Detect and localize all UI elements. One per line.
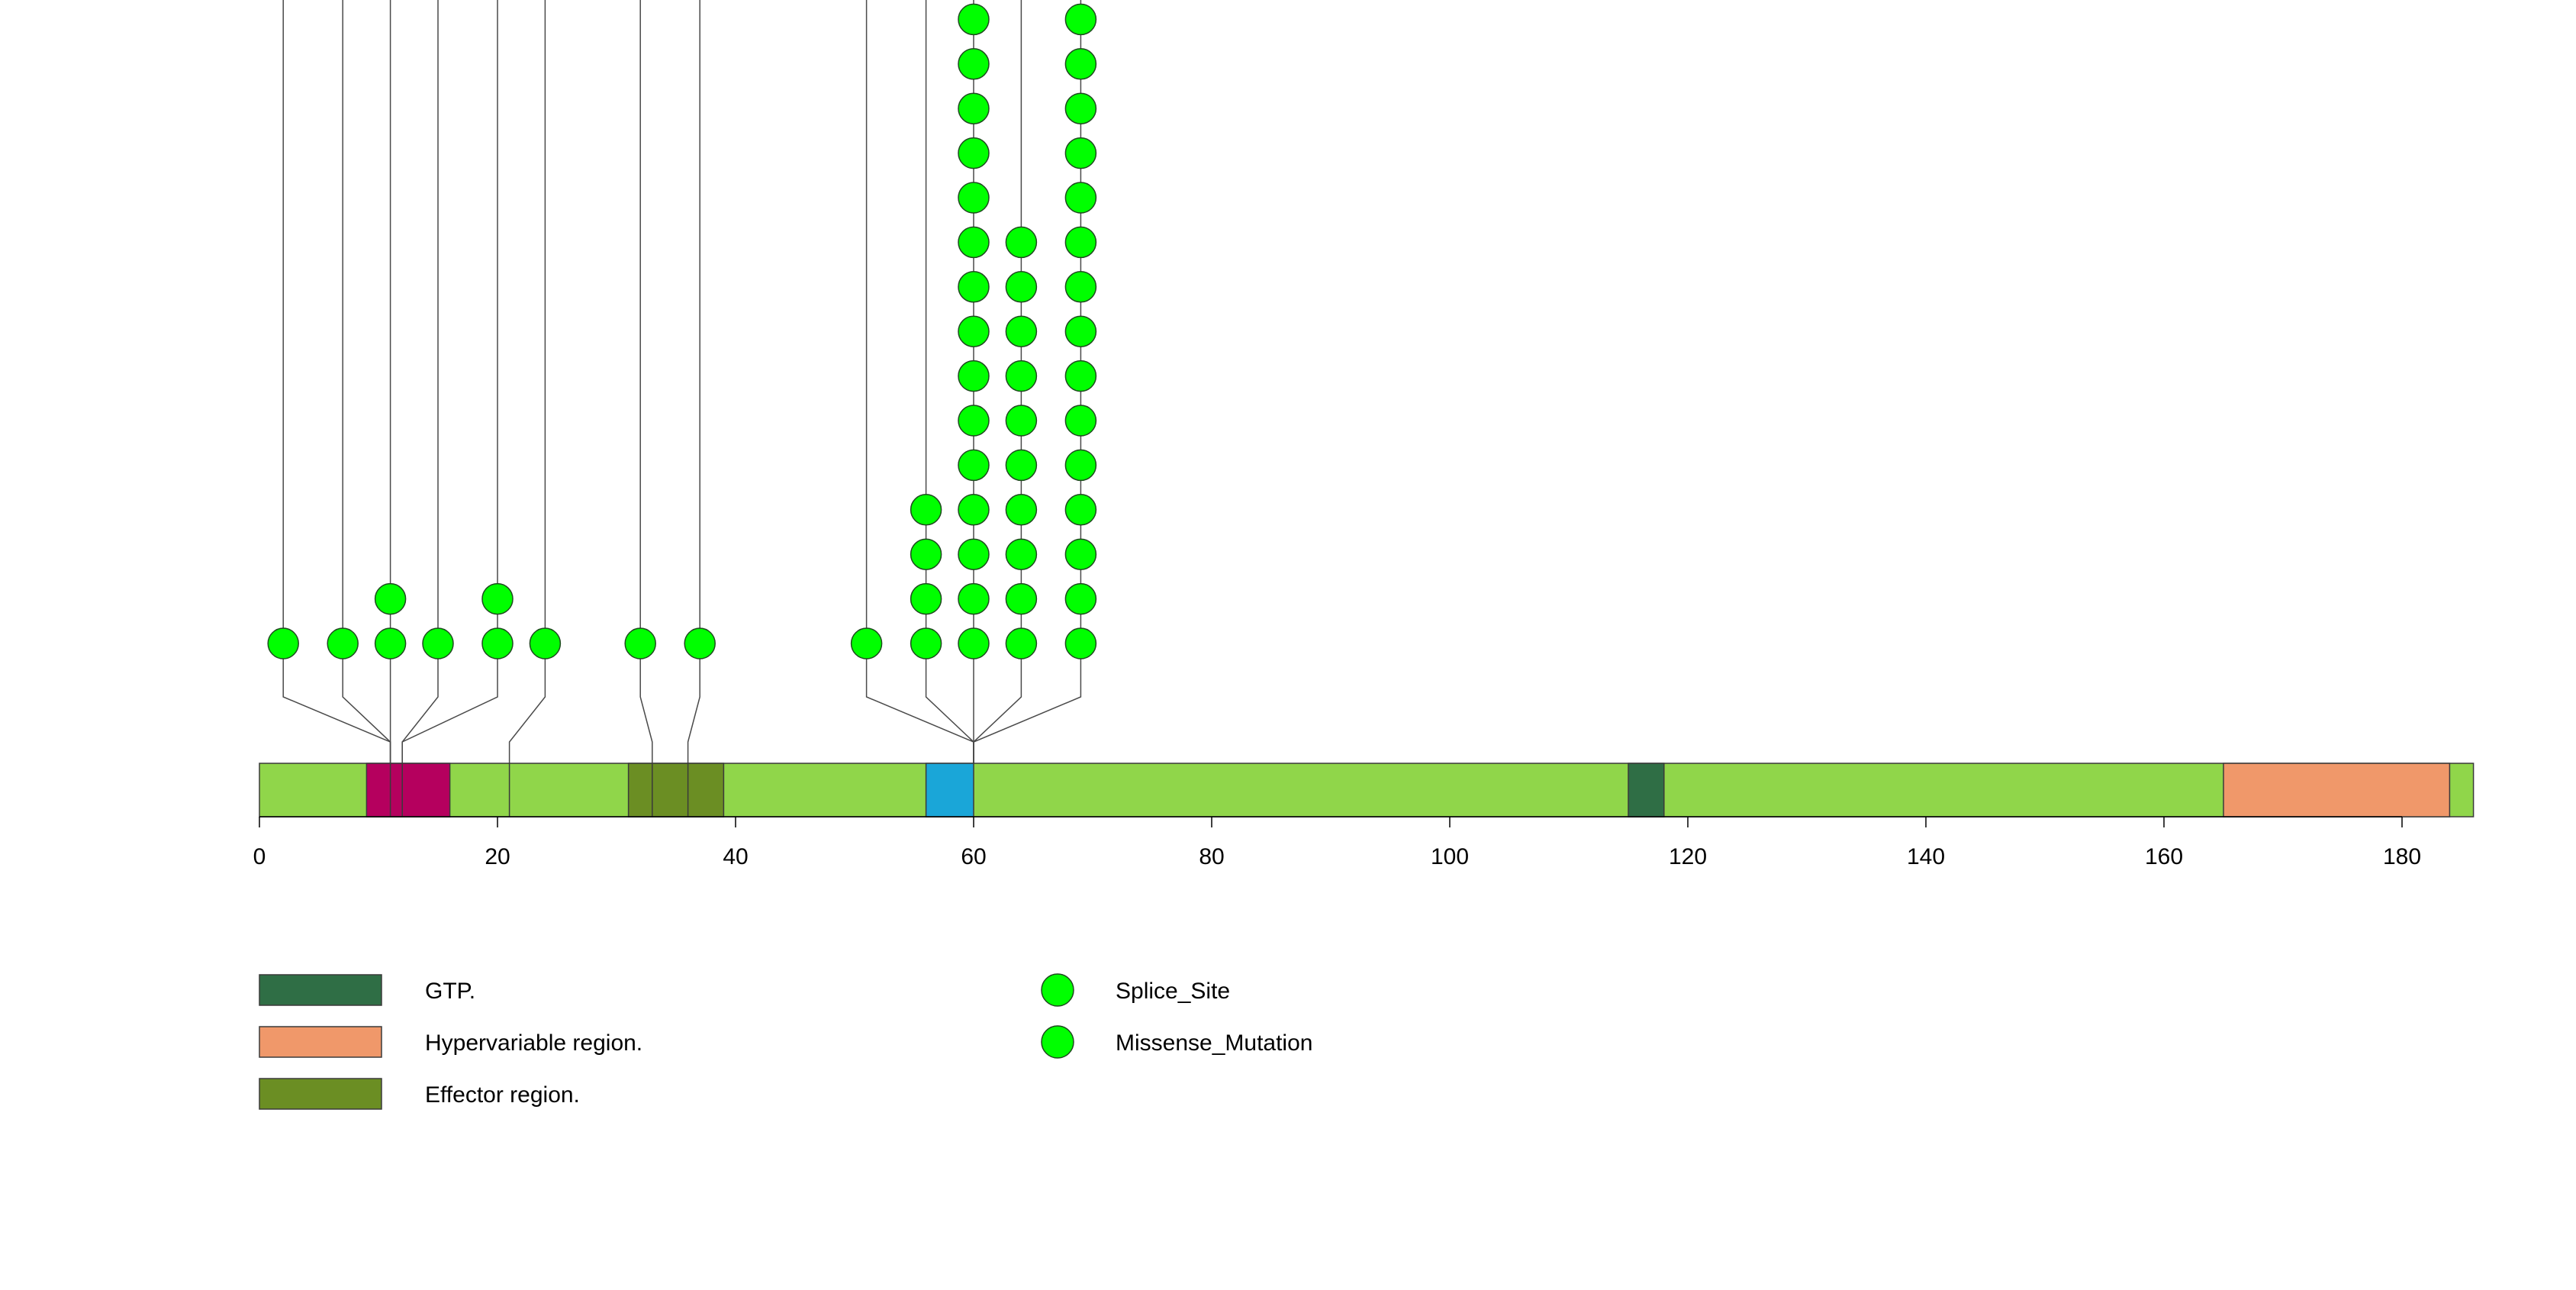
mutation-marker-11-7: [1005, 315, 1038, 347]
legend-mutation-label-1: Missense_Mutation: [1116, 1030, 1312, 1056]
x-tick-label-4: 80: [1199, 844, 1224, 869]
protein-backbone: [259, 763, 2475, 818]
mutation-marker-12-0: [1064, 627, 1097, 660]
mutation-marker-10-5: [958, 405, 990, 437]
x-tick-label-9: 180: [2383, 844, 2421, 869]
mutation-marker-12-5: [1064, 405, 1097, 437]
mutation-marker-11-9: [1005, 226, 1038, 259]
mutation-marker-12-2: [1064, 538, 1097, 570]
connector-12: [973, 0, 1082, 763]
x-tick-label-0: 0: [253, 844, 266, 869]
domain-4: [2223, 763, 2451, 818]
mutation-marker-11-6: [1005, 360, 1038, 392]
x-tick-label-7: 140: [1907, 844, 1945, 869]
x-tick-label-1: 20: [485, 844, 510, 869]
legend-swatch-1: [259, 1026, 382, 1058]
mutation-marker-9-3: [910, 494, 942, 526]
mutation-marker-10-4: [958, 449, 990, 482]
legend-marker-1: [1041, 1025, 1074, 1059]
x-tick-label-3: 60: [961, 844, 986, 869]
mutation-marker-10-1: [958, 582, 990, 615]
mutation-marker-11-0: [1005, 627, 1038, 660]
mutation-marker-12-7: [1064, 315, 1097, 347]
mutation-marker-9-2: [910, 538, 942, 570]
connector-4: [401, 0, 498, 763]
legend-mutation-label-0: Splice_Site: [1116, 979, 1230, 1004]
mutation-marker-12-8: [1064, 271, 1097, 303]
mutation-marker-12-4: [1064, 449, 1097, 482]
connector-6: [639, 0, 653, 763]
mutation-marker-0-0: [267, 627, 299, 660]
mutation-marker-12-3: [1064, 494, 1097, 526]
connector-7: [687, 0, 700, 763]
mutation-marker-2-1: [374, 582, 407, 615]
mutation-marker-11-2: [1005, 538, 1038, 570]
mutation-marker-10-11: [958, 137, 990, 169]
legend-label-1: Hypervariable region.: [425, 1030, 642, 1056]
domain-1: [627, 763, 725, 818]
x-tick-label-2: 40: [723, 844, 748, 869]
mutation-marker-12-11: [1064, 137, 1097, 169]
legend-label-0: GTP.: [425, 979, 475, 1004]
mutation-marker-10-3: [958, 494, 990, 526]
x-tick-label-5: 100: [1431, 844, 1469, 869]
x-axis: 0 20 40 60 80 100 120 140 160 180: [253, 816, 2421, 869]
domain-0: [365, 763, 451, 818]
mutation-marker-10-0: [958, 627, 990, 660]
mutation-marker-12-10: [1064, 182, 1097, 214]
mutation-marker-10-14: [958, 3, 990, 36]
mutation-marker-5-0: [529, 627, 562, 660]
mutation-marker-6-0: [624, 627, 656, 660]
mutation-marker-9-1: [910, 582, 942, 615]
mutation-marker-7-0: [684, 627, 716, 660]
mutation-marker-11-8: [1005, 271, 1038, 303]
x-tick-label-8: 160: [2145, 844, 2183, 869]
mutation-marker-3-0: [422, 627, 454, 660]
mutation-marker-12-6: [1064, 360, 1097, 392]
mutation-marker-11-5: [1005, 405, 1038, 437]
domain-2: [925, 763, 974, 818]
mutation-marker-12-14: [1064, 3, 1097, 36]
mutation-marker-11-4: [1005, 449, 1038, 482]
mutation-marker-8-0: [850, 627, 883, 660]
mutation-marker-11-3: [1005, 494, 1038, 526]
mutation-marker-10-10: [958, 182, 990, 214]
connector-5: [508, 0, 546, 763]
legend: GTP. Hypervariable region. Effector region…: [259, 973, 1312, 1110]
mutation-marker-10-8: [958, 271, 990, 303]
connector-lines: [282, 0, 1082, 763]
mutation-marker-1-0: [327, 627, 359, 660]
legend-swatch-2: [259, 1078, 382, 1110]
legend-marker-0: [1041, 973, 1074, 1007]
mutation-marker-2-0: [374, 627, 407, 660]
mutation-marker-10-12: [958, 92, 990, 124]
mutation-marker-4-0: [481, 627, 514, 660]
mutation-marker-9-0: [910, 627, 942, 660]
x-tick-label-6: 120: [1669, 844, 1707, 869]
domain-3: [1628, 763, 1665, 818]
backbone-bar: [259, 763, 2475, 818]
mutation-lollipops: [267, 3, 1097, 660]
mutation-marker-12-13: [1064, 48, 1097, 80]
mutation-marker-12-9: [1064, 226, 1097, 259]
mutation-marker-10-6: [958, 360, 990, 392]
mutation-marker-4-1: [481, 582, 514, 615]
mutation-marker-11-1: [1005, 582, 1038, 615]
mutation-marker-10-7: [958, 315, 990, 347]
mutation-marker-12-12: [1064, 92, 1097, 124]
mutation-marker-10-2: [958, 538, 990, 570]
mutation-marker-10-13: [958, 48, 990, 80]
mutation-marker-12-1: [1064, 582, 1097, 615]
legend-swatch-0: [259, 974, 382, 1006]
mutation-marker-10-9: [958, 226, 990, 259]
legend-label-2: Effector region.: [425, 1082, 580, 1108]
